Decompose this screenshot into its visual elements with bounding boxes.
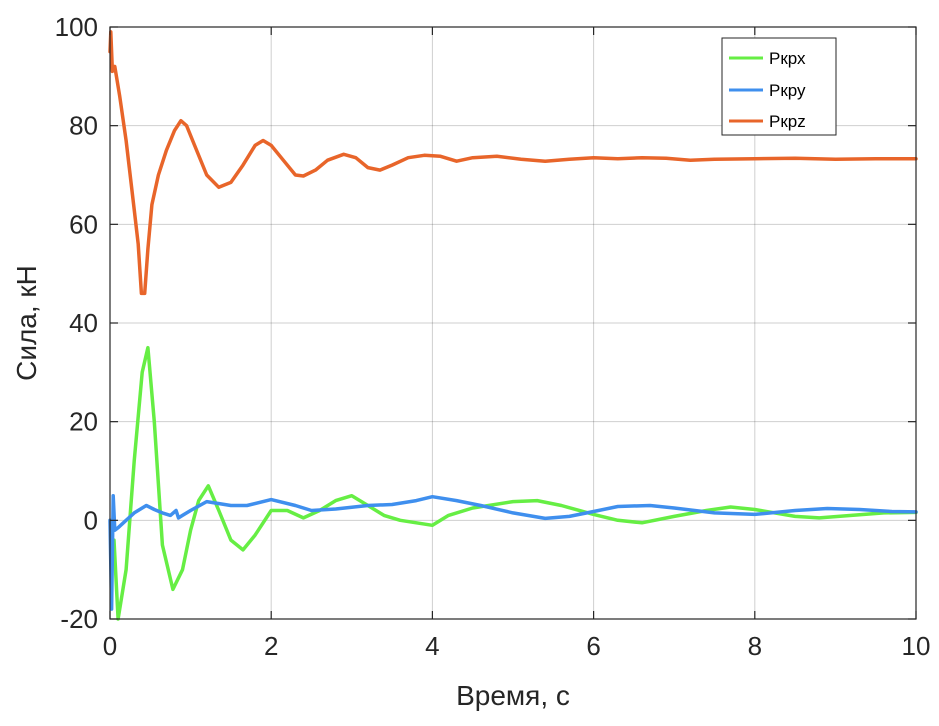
- x-tick-label: 6: [586, 631, 600, 661]
- series-line-rkrz: [108, 30, 918, 296]
- legend-label-rkry: Ркру: [769, 81, 806, 100]
- y-tick-label: 80: [69, 111, 98, 141]
- x-tick-label: 0: [103, 631, 117, 661]
- legend-label-rkrz: Ркрz: [769, 112, 806, 131]
- x-tick-label: 8: [748, 631, 762, 661]
- grid-lines: [109, 26, 917, 620]
- legend-label-rkrx: Ркрх: [769, 49, 806, 68]
- legend: Ркрх Ркру Ркрz: [721, 37, 837, 136]
- x-tick-labels: 0 2 4 6 8 10: [103, 631, 931, 661]
- x-axis-label: Время, с: [456, 680, 570, 711]
- x-tick-label: 4: [425, 631, 439, 661]
- y-tick-label: 0: [84, 505, 98, 535]
- series-line-rkry: [108, 493, 918, 611]
- x-tick-label: 10: [902, 631, 931, 661]
- x-tick-label: 2: [264, 631, 278, 661]
- y-tick-label: 20: [69, 407, 98, 437]
- y-tick-label: 100: [55, 12, 98, 42]
- y-tick-label: 60: [69, 209, 98, 239]
- tick-marks: [109, 26, 917, 620]
- legend-box: [721, 37, 837, 136]
- series-line-rkrx: [112, 345, 918, 621]
- y-tick-labels: -20 0 20 40 60 80 100: [55, 12, 98, 634]
- series-layer: [108, 30, 918, 621]
- y-tick-label: -20: [60, 604, 98, 634]
- y-tick-label: 40: [69, 308, 98, 338]
- y-axis-label: Сила, кН: [11, 265, 42, 381]
